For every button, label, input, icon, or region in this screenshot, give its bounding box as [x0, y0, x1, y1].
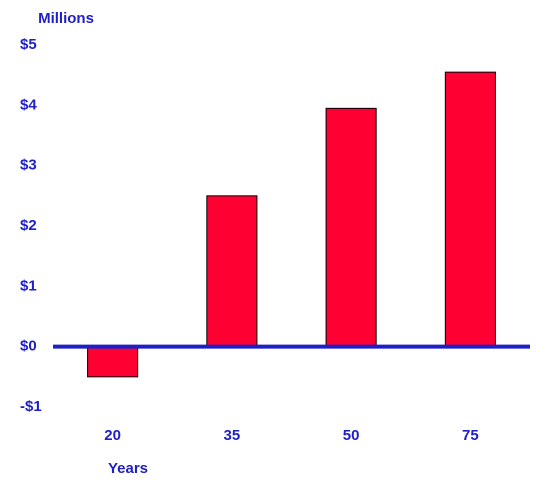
y-tick-label: $2	[20, 217, 37, 234]
x-tick-label: 20	[104, 427, 121, 444]
y-tick-label: $1	[20, 277, 37, 294]
y-tick-label: $4	[20, 96, 37, 113]
x-tick-label: 35	[224, 427, 241, 444]
y-axis-label: Millions	[38, 10, 94, 27]
x-axis-label: Years	[108, 460, 148, 477]
y-tick-label: $0	[20, 338, 37, 355]
x-tick-label: 50	[343, 427, 360, 444]
bar	[87, 346, 139, 378]
y-tick-label: $5	[20, 36, 37, 53]
bar	[325, 107, 377, 348]
bar	[444, 71, 496, 348]
bar	[206, 195, 258, 348]
y-tick-label: $3	[20, 157, 37, 174]
y-tick-label: -$1	[20, 398, 42, 415]
x-tick-label: 75	[462, 427, 479, 444]
